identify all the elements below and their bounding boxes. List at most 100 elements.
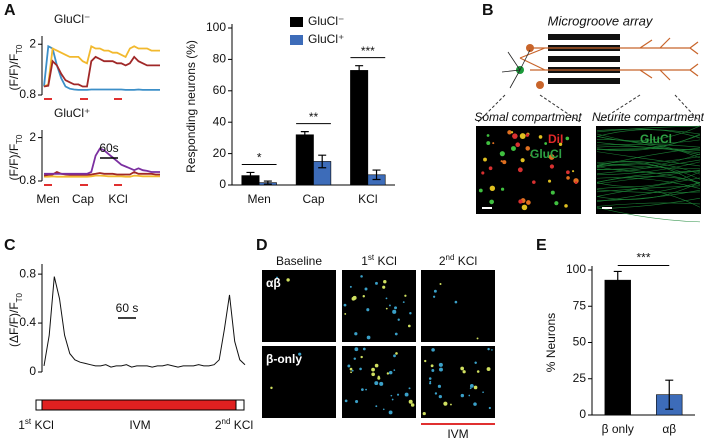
- neurite: [596, 125, 701, 133]
- text-part: 1: [18, 418, 25, 432]
- cell: [352, 295, 357, 300]
- cell: [517, 167, 523, 173]
- cell: [519, 133, 526, 139]
- cell: [410, 403, 415, 407]
- x-tick-label: Men: [247, 192, 270, 206]
- cell: [424, 359, 427, 363]
- cell: [394, 332, 398, 336]
- text-part: KCl: [31, 418, 54, 432]
- cell: [429, 380, 432, 383]
- cell: [450, 403, 452, 406]
- neurite: [596, 171, 701, 187]
- neurite: [596, 182, 701, 202]
- cell: [347, 364, 351, 368]
- cell: [558, 142, 563, 146]
- cell: [432, 295, 436, 298]
- cell: [515, 142, 521, 148]
- column-header: Baseline: [276, 254, 322, 268]
- cell: [488, 406, 491, 410]
- microgroove-schematic: [477, 34, 701, 123]
- y-tick-label: 0: [29, 364, 36, 378]
- neurite: [596, 187, 701, 208]
- y-tick-label: 20: [213, 146, 227, 160]
- cell: [549, 164, 555, 169]
- cell: [525, 146, 530, 151]
- y-tick-label: 100: [206, 20, 226, 34]
- row-label: αβ: [266, 276, 281, 290]
- cell: [473, 402, 477, 406]
- bar: [350, 70, 369, 186]
- cell: [361, 388, 364, 391]
- stain-label: GluCl: [530, 147, 562, 161]
- y-tick-label: 2: [29, 130, 36, 144]
- image-caption: Neurite compartment: [592, 110, 704, 124]
- cell: [502, 160, 507, 165]
- stimulus-label: Cap: [72, 192, 94, 206]
- cell: [383, 279, 387, 284]
- chart-title: GluCl⁺: [54, 106, 90, 120]
- significance-label: ***: [361, 44, 375, 58]
- cell: [520, 158, 525, 163]
- cell: [574, 181, 578, 185]
- cell: [481, 171, 485, 175]
- cell: [408, 399, 413, 404]
- error-bar: [300, 131, 309, 139]
- cell: [276, 276, 279, 279]
- timeline-label: IVM: [129, 418, 150, 432]
- cell: [438, 367, 443, 372]
- panel-label: D: [256, 237, 268, 254]
- text-part: KCl: [230, 418, 253, 432]
- cell: [486, 367, 491, 371]
- cell: [526, 200, 531, 205]
- stain-label: GluCl: [640, 132, 672, 146]
- y-tick-label: 0: [219, 177, 226, 191]
- cell: [407, 324, 411, 328]
- cell: [512, 133, 518, 139]
- cell: [538, 135, 543, 139]
- y-tick-label: 75: [573, 298, 587, 312]
- stimulus-label: Men: [36, 192, 59, 206]
- cell: [443, 401, 448, 406]
- neurite: [596, 177, 701, 189]
- cell: [469, 384, 474, 388]
- micrograph: [476, 126, 581, 214]
- cell: [394, 306, 398, 310]
- cell: [408, 387, 411, 390]
- cell: [489, 199, 494, 205]
- cell: [404, 294, 407, 297]
- text-part: nd: [222, 417, 231, 426]
- image-grid: [262, 270, 495, 418]
- cell: [438, 395, 442, 399]
- y-axis-label: (F/F)/FT0: [7, 44, 23, 91]
- cell: [428, 377, 432, 380]
- y-tick-label: 0.8: [19, 87, 36, 101]
- y-tick-label: 0.8: [19, 173, 36, 187]
- neurite: [596, 125, 701, 142]
- cell: [349, 285, 352, 288]
- cell: [500, 187, 505, 191]
- y-axis-label: (ΔF/F)/FT0: [7, 292, 23, 347]
- bar: [604, 279, 631, 416]
- cell: [360, 355, 363, 359]
- cell: [371, 372, 375, 377]
- cell: [351, 369, 354, 372]
- ivm-timeline: [35, 399, 245, 411]
- cell: [474, 361, 477, 365]
- cell: [397, 318, 400, 321]
- cell: [511, 146, 516, 152]
- cell: [530, 154, 533, 157]
- cell: [462, 370, 466, 374]
- text-part: 2: [215, 418, 222, 432]
- y-tick-label: 2: [29, 36, 36, 50]
- cell: [439, 282, 442, 285]
- cell: [487, 347, 490, 351]
- cell: [525, 133, 530, 137]
- y-tick-label: 50: [573, 335, 587, 349]
- cell: [548, 154, 555, 160]
- text-part: T0: [15, 44, 24, 54]
- cell: [510, 131, 514, 134]
- legend-label: GluCl⁺: [308, 32, 344, 46]
- cell: [360, 275, 363, 278]
- cell: [566, 170, 570, 175]
- cell: [391, 398, 394, 401]
